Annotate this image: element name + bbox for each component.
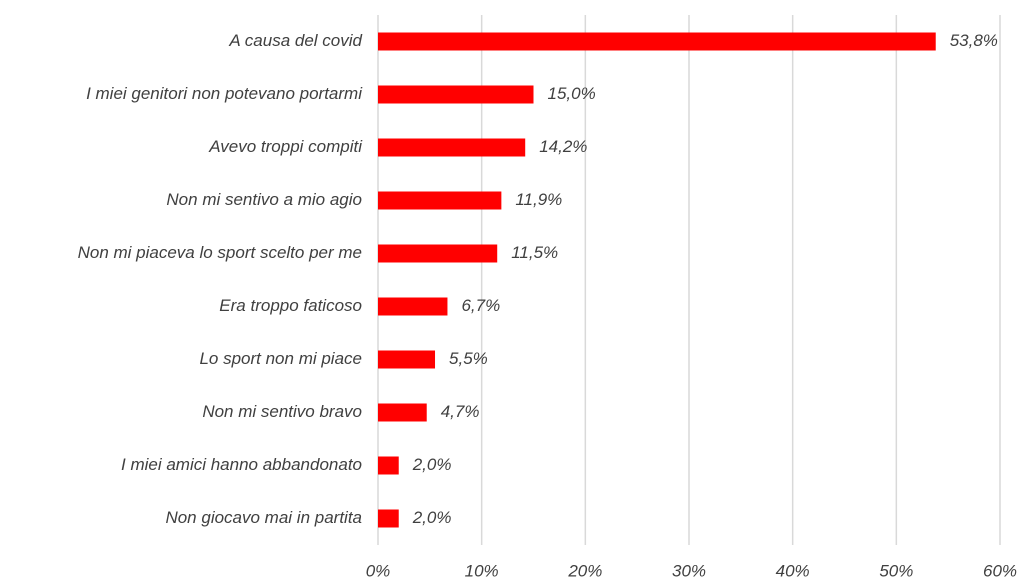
bar — [378, 32, 936, 51]
bar — [378, 138, 526, 157]
x-tick-label: 60% — [983, 561, 1017, 580]
y-tick-label: Era troppo faticoso — [219, 296, 362, 315]
bar — [378, 403, 427, 422]
y-tick-label: Non mi sentivo a mio agio — [166, 190, 362, 209]
data-label: 11,5% — [511, 243, 558, 262]
y-tick-label: Non giocavo mai in partita — [165, 508, 362, 527]
y-tick-label: Lo sport non mi piace — [199, 349, 362, 368]
y-tick-label: Avevo troppi compiti — [208, 137, 363, 156]
data-label: 4,7% — [441, 402, 480, 421]
x-tick-label: 0% — [366, 561, 391, 580]
bar — [378, 244, 498, 263]
data-label: 6,7% — [461, 296, 500, 315]
data-label: 53,8% — [950, 31, 998, 50]
y-tick-label: I miei amici hanno abbandonato — [121, 455, 362, 474]
y-tick-label: I miei genitori non potevano portarmi — [86, 84, 363, 103]
bar — [378, 297, 448, 316]
x-tick-label: 40% — [776, 561, 810, 580]
bar — [378, 191, 502, 210]
bar — [378, 509, 399, 528]
y-tick-label: A causa del covid — [228, 31, 362, 50]
x-tick-label: 50% — [879, 561, 913, 580]
x-tick-label: 30% — [672, 561, 706, 580]
x-tick-label: 10% — [465, 561, 499, 580]
data-label: 11,9% — [515, 190, 562, 209]
data-label: 15,0% — [548, 84, 596, 103]
y-tick-label: Non mi sentivo bravo — [202, 402, 362, 421]
data-label: 2,0% — [412, 508, 452, 527]
data-label: 14,2% — [539, 137, 587, 156]
x-tick-label: 20% — [567, 561, 602, 580]
bar — [378, 350, 436, 369]
y-tick-label: Non mi piaceva lo sport scelto per me — [78, 243, 362, 262]
data-label: 2,0% — [412, 455, 452, 474]
bar — [378, 85, 534, 104]
bar — [378, 456, 399, 475]
data-label: 5,5% — [449, 349, 488, 368]
